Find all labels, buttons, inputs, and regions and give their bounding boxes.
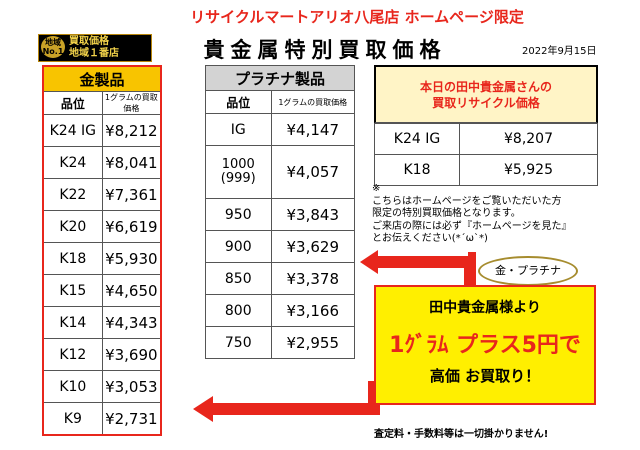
gold-price: ¥7,361 — [101, 178, 162, 211]
gold-price: ¥2,731 — [101, 402, 162, 436]
badge-line2: 地域１番店 — [69, 48, 119, 59]
gold-price-table: 金製品 品位 1グラムの買取価格 K24 IG ¥8,212 K24 ¥8,041 … — [42, 65, 162, 436]
platinum-price: ¥3,629 — [270, 230, 355, 263]
gold-platinum-bubble: 金・プラチナ — [478, 256, 578, 286]
note-line: 限定の特別買取価格となります。 — [372, 208, 521, 219]
gold-price: ¥8,212 — [101, 114, 162, 147]
tanaka-price-heading: 本日の田中貴金属さんの 買取リサイクル価格 — [374, 65, 598, 123]
note-mark: ※ — [372, 183, 381, 194]
tanaka-heading-line2: 買取リサイクル価格 — [432, 96, 540, 110]
gold-grade: K10 — [42, 370, 103, 403]
gold-grade: K18 — [42, 242, 103, 275]
platinum-grade: 750 — [205, 326, 272, 359]
platinum-table-title: プラチナ製品 — [205, 65, 355, 91]
platinum-grade: 900 — [205, 230, 272, 263]
platinum-grade-sub: (999) — [220, 171, 256, 186]
no1-medal-icon: 地域 No.1 — [41, 36, 65, 58]
note-line: ご来店の際には必ず『ホームページを見た』 — [372, 220, 572, 232]
gold-price: ¥6,619 — [101, 210, 162, 243]
platinum-price: ¥2,955 — [270, 326, 355, 359]
platinum-price: ¥3,166 — [270, 294, 355, 327]
tanaka-price: ¥5,925 — [459, 154, 598, 186]
no1-badge: 地域 No.1 買取価格 地域１番店 — [38, 34, 152, 62]
gold-grade: K9 — [42, 402, 103, 436]
bonus-banner: 田中貴金属様より 1ｸﾞﾗﾑ プラス5円で 高価 お買取り！ — [374, 285, 596, 405]
tanaka-heading-line1: 本日の田中貴金属さんの — [419, 80, 552, 94]
gold-price: ¥3,690 — [101, 338, 162, 371]
gold-grade: K20 — [42, 210, 103, 243]
platinum-price: ¥3,378 — [270, 262, 355, 295]
gold-grade: K24 — [42, 146, 103, 179]
arrow-to-platinum-icon — [360, 250, 476, 300]
note-line: こちらはホームページをご覧いただいた方 — [372, 195, 562, 207]
platinum-grade: 1000 (999) — [205, 145, 272, 199]
platinum-price: ¥4,057 — [270, 145, 355, 199]
banner-line1: 田中貴金属様より — [429, 300, 541, 316]
gold-grade: K22 — [42, 178, 103, 211]
gold-price: ¥4,343 — [101, 306, 162, 339]
gold-price: ¥8,041 — [101, 146, 162, 179]
tanaka-grade: K18 — [374, 154, 460, 186]
tanaka-price-box: 本日の田中貴金属さんの 買取リサイクル価格 K24 IG ¥8,207 K18 ¥5… — [374, 65, 598, 186]
platinum-grade: 850 — [205, 262, 272, 295]
platinum-grade: 800 — [205, 294, 272, 327]
platinum-price: ¥3,843 — [270, 198, 355, 231]
platinum-price-table: プラチナ製品 品位 1グラムの買取価格 IG ¥4,147 1000 (999) ¥4… — [205, 65, 355, 359]
banner-bonus-text: 1ｸﾞﾗﾑ プラス5円で — [389, 333, 581, 358]
tanaka-grade: K24 IG — [374, 123, 460, 155]
platinum-col-price: 1グラムの買取価格 — [270, 90, 355, 114]
gold-price: ¥3,053 — [101, 370, 162, 403]
banner-line3: 高価 お買取り！ — [429, 367, 541, 385]
gold-grade: K24 IG — [42, 114, 103, 147]
date: 2022年9月15日 — [522, 46, 597, 57]
store-title: リサイクルマートアリオ八尾店 ホームページ限定 — [190, 8, 524, 26]
page-title: 貴金属特別買取価格 — [203, 38, 447, 62]
footer-note: 査定料・手数料等は一切掛かりません! — [374, 429, 549, 440]
badge-line1: 買取価格 — [69, 36, 109, 47]
gold-price: ¥5,930 — [101, 242, 162, 275]
note-line: とお伝えください(*´ω`*) — [372, 233, 488, 244]
tanaka-price-table: K24 IG ¥8,207 K18 ¥5,925 — [374, 123, 598, 186]
platinum-grade-main: 1000 — [221, 157, 255, 172]
gold-grade: K15 — [42, 274, 103, 307]
homepage-note: ※ こちらはホームページをご覧いただいた方 限定の特別買取価格となります。 ご来… — [372, 183, 604, 246]
gold-grade: K12 — [42, 338, 103, 371]
arrow-to-gold-icon — [193, 381, 380, 422]
gold-col-grade: 品位 — [42, 91, 103, 115]
